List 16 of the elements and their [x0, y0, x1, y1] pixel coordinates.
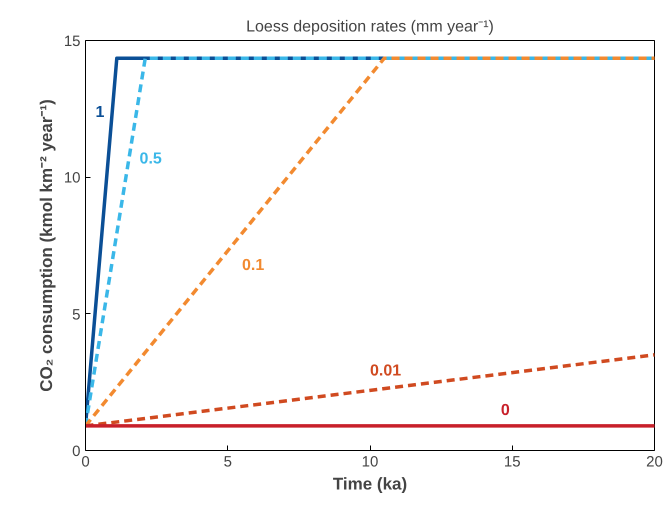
x-tick-label: 5: [224, 454, 232, 470]
x-tick-label: 15: [504, 454, 521, 470]
y-tick-label: 0: [72, 443, 80, 460]
series-label: 0.01: [370, 362, 402, 380]
y-tick-label: 15: [64, 33, 81, 50]
y-axis-title: CO₂ consumption (kmol km⁻² year⁻¹): [36, 99, 56, 392]
x-tick-label: 20: [646, 454, 663, 470]
x-axis-title: Time (ka): [332, 474, 408, 494]
y-tick-label: 10: [64, 170, 81, 187]
chart-title: Loess deposition rates (mm year⁻¹): [246, 18, 494, 36]
series-label: 0: [500, 402, 510, 419]
series-label: 0.5: [140, 150, 162, 168]
x-tick-label: 10: [362, 454, 378, 470]
series-label: 0.1: [242, 257, 264, 274]
y-tick-label: 5: [72, 306, 80, 324]
series-label: 1: [95, 104, 104, 122]
